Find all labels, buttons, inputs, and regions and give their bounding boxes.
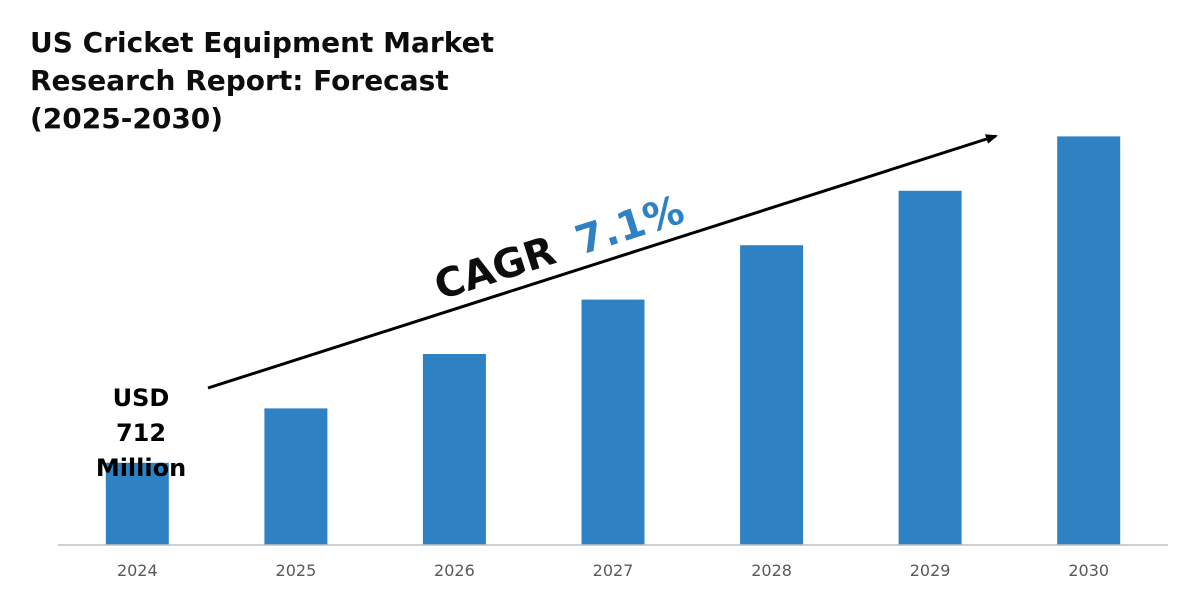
cagr-annotation: CAGR 7.1% — [429, 187, 690, 310]
x-tick-label-2024: 2024 — [117, 561, 158, 580]
x-tick-label-2026: 2026 — [434, 561, 475, 580]
start-value-unit: Million — [96, 454, 186, 482]
x-tick-label-2029: 2029 — [910, 561, 951, 580]
bar-2027 — [581, 299, 645, 545]
bars-group — [105, 136, 1121, 546]
chart-title: US Cricket Equipment Market Research Rep… — [30, 24, 494, 138]
x-tick-label-2028: 2028 — [751, 561, 792, 580]
title-line-3: (2025-2030) — [30, 102, 224, 135]
title-line-1: US Cricket Equipment Market — [30, 26, 494, 59]
bar-2030 — [1057, 136, 1121, 545]
x-tick-label-2030: 2030 — [1068, 561, 1109, 580]
bar-2024 — [105, 462, 169, 545]
bar-2026 — [422, 354, 486, 545]
title-line-2: Research Report: Forecast — [30, 64, 449, 97]
start-value-currency: USD — [113, 384, 170, 412]
start-value-label: USD 712 Million — [96, 384, 186, 482]
cagr-arrow — [207, 134, 998, 390]
bar-2028 — [740, 245, 804, 545]
x-tick-labels: 2024 2025 2026 2027 2028 2029 2030 — [117, 561, 1109, 580]
bar-2029 — [898, 190, 962, 546]
x-tick-label-2025: 2025 — [276, 561, 317, 580]
x-tick-label-2027: 2027 — [593, 561, 634, 580]
start-value-amount: 712 — [116, 419, 166, 447]
bar-2025 — [264, 408, 328, 545]
